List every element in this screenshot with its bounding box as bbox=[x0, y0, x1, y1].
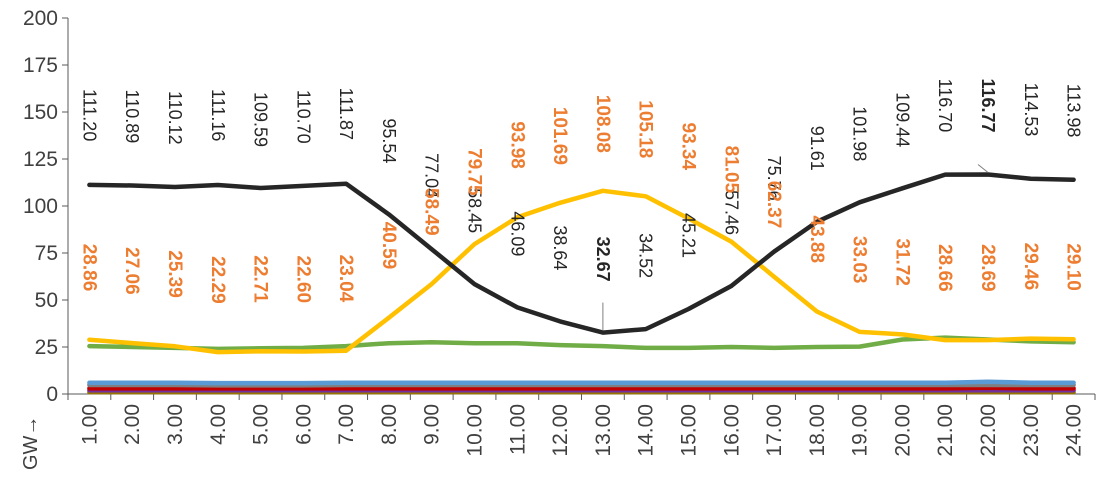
x-tick-label: 4.00 bbox=[207, 404, 230, 445]
data-label: 116.70 bbox=[935, 79, 955, 133]
data-label: 58.45 bbox=[465, 188, 485, 233]
data-label: 81.05 bbox=[720, 146, 741, 194]
x-tick-label: 18.00 bbox=[806, 404, 829, 457]
data-label: 40.59 bbox=[378, 222, 399, 270]
y-tick-label: 25 bbox=[35, 336, 58, 359]
data-label: 29.46 bbox=[1020, 243, 1041, 291]
x-tick-label: 11.00 bbox=[506, 404, 529, 455]
data-label: 111.87 bbox=[336, 88, 356, 140]
x-tick-label: 9.00 bbox=[421, 404, 444, 445]
data-label: 109.59 bbox=[251, 92, 271, 147]
y-tick-label: 150 bbox=[23, 101, 58, 124]
x-tick-label: 1.00 bbox=[78, 404, 101, 445]
data-label: 22.29 bbox=[207, 256, 228, 304]
series-layer bbox=[87, 172, 1076, 395]
data-label: 25.39 bbox=[164, 250, 185, 298]
data-label: 62.37 bbox=[763, 181, 784, 229]
series-line bbox=[87, 172, 1076, 335]
data-label: 111.16 bbox=[208, 89, 228, 141]
y-tick-label: 100 bbox=[23, 195, 58, 218]
series-line bbox=[87, 188, 1076, 355]
data-label: 45.21 bbox=[678, 213, 698, 258]
data-label: 58.49 bbox=[421, 188, 442, 236]
data-label: 31.72 bbox=[891, 238, 912, 286]
x-tick-label: 23.00 bbox=[1020, 404, 1043, 457]
leader-line bbox=[977, 164, 989, 173]
data-label: 57.46 bbox=[721, 190, 741, 235]
x-tick-label: 13.00 bbox=[592, 404, 615, 457]
x-tick-label: 8.00 bbox=[378, 404, 401, 445]
data-label: 43.88 bbox=[806, 216, 827, 264]
data-label: 79.75 bbox=[464, 148, 485, 196]
x-tick-label: 21.00 bbox=[934, 404, 957, 457]
series-line bbox=[87, 385, 1076, 391]
data-label: 113.98 bbox=[1064, 84, 1084, 138]
series-line bbox=[87, 335, 1076, 352]
y-axis: 0 25 50 75 100 125 150 175 200 bbox=[23, 7, 69, 406]
data-label: 77.04 bbox=[422, 153, 442, 198]
data-label: 28.86 bbox=[78, 244, 99, 292]
data-label: 33.03 bbox=[849, 236, 870, 284]
data-label: 110.70 bbox=[293, 90, 313, 144]
data-label: 95.54 bbox=[379, 118, 399, 163]
data-label: 27.06 bbox=[121, 247, 142, 295]
x-tick-label: 5.00 bbox=[250, 404, 273, 445]
data-label: 29.10 bbox=[1063, 243, 1084, 291]
y-unit-label: GW→ bbox=[20, 416, 42, 470]
data-label: 38.64 bbox=[550, 225, 570, 270]
data-label: 75.76 bbox=[764, 156, 784, 201]
data-label: 32.67 bbox=[593, 237, 613, 282]
y-tick-label: 75 bbox=[35, 242, 58, 265]
x-tick-label: 20.00 bbox=[891, 404, 914, 457]
x-tick-label: 7.00 bbox=[335, 404, 358, 445]
data-label: 101.98 bbox=[850, 106, 870, 161]
x-tick-label: 6.00 bbox=[292, 404, 315, 445]
data-label: 28.69 bbox=[977, 244, 998, 292]
data-labels: 111.20 110.89 110.12 111.16 109.59 110.70 111.… bbox=[78, 78, 1084, 331]
y-tick-label: 200 bbox=[23, 7, 58, 30]
data-label: 111.20 bbox=[79, 89, 99, 141]
y-tick-label: 175 bbox=[23, 54, 58, 77]
x-axis: 1.00 2.00 3.00 4.00 5.00 6.00 7.00 8.00 9.00 10.0… bbox=[67, 393, 1096, 457]
x-tick-label: 22.00 bbox=[977, 404, 1000, 457]
x-tick-label: 3.00 bbox=[164, 404, 187, 445]
data-label: 22.60 bbox=[292, 256, 313, 304]
data-label: 110.89 bbox=[122, 90, 142, 144]
data-label: 109.44 bbox=[892, 92, 912, 147]
x-tick-label: 15.00 bbox=[677, 404, 700, 457]
data-label: 22.71 bbox=[250, 255, 271, 303]
data-label: 105.18 bbox=[635, 100, 656, 158]
data-label: 116.77 bbox=[978, 78, 998, 132]
data-label: 101.69 bbox=[549, 107, 570, 165]
data-label: 91.61 bbox=[807, 126, 827, 171]
x-tick-label: 14.00 bbox=[635, 404, 658, 457]
data-label: 46.09 bbox=[507, 211, 527, 256]
data-label: 23.04 bbox=[335, 255, 356, 303]
data-label: 93.34 bbox=[677, 123, 698, 171]
x-tick-label: 10.00 bbox=[464, 404, 487, 457]
x-tick-label: 12.00 bbox=[549, 404, 572, 457]
x-tick-label: 24.00 bbox=[1063, 404, 1086, 457]
x-tick-label: 16.00 bbox=[720, 404, 743, 457]
data-label: 110.12 bbox=[165, 91, 185, 145]
series-line bbox=[87, 379, 1076, 386]
data-label: 108.08 bbox=[592, 95, 613, 153]
data-label: 28.66 bbox=[934, 244, 955, 292]
y-tick-label: 50 bbox=[35, 289, 58, 312]
x-tick-label: 2.00 bbox=[121, 404, 144, 445]
data-label: 114.53 bbox=[1021, 83, 1041, 137]
y-tick-label: 0 bbox=[46, 383, 58, 406]
data-label: 34.52 bbox=[636, 233, 656, 278]
x-tick-label: 17.00 bbox=[763, 404, 786, 457]
data-label: 93.98 bbox=[506, 121, 527, 169]
y-tick-label: 125 bbox=[23, 148, 58, 171]
x-tick-label: 19.00 bbox=[849, 404, 872, 457]
